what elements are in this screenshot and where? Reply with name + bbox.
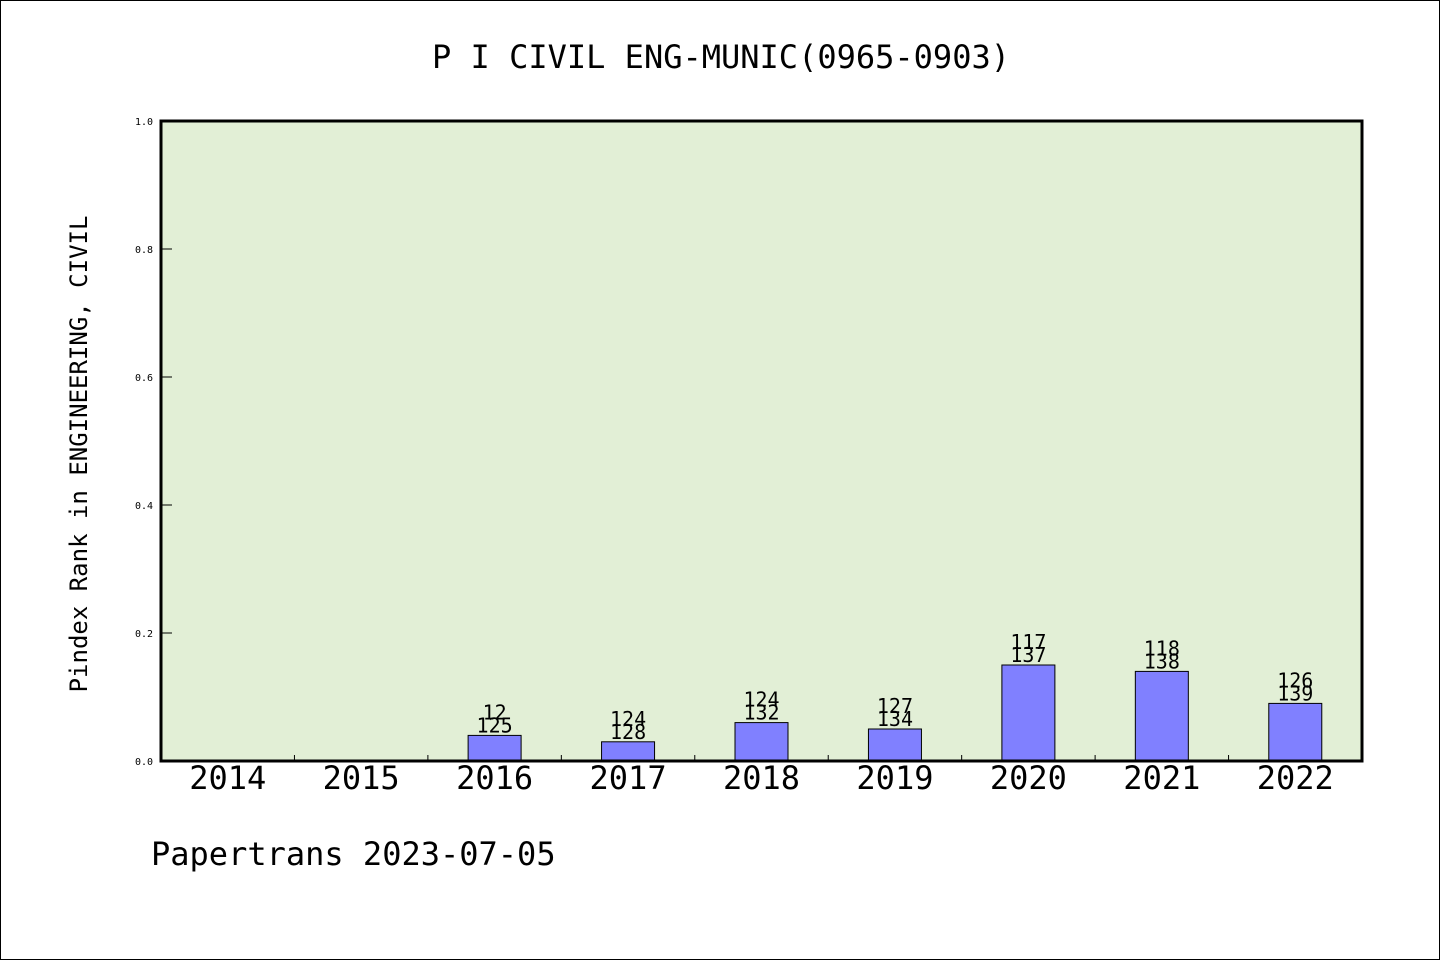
bar-2021 — [1134, 670, 1189, 762]
bar-label-top: 12 — [483, 700, 507, 724]
y-tick-label: 0.4 — [135, 501, 153, 512]
bar-label-bottom: 137 — [1010, 643, 1046, 667]
x-tick-label: 2020 — [990, 759, 1067, 797]
y-tick-label: 0.0 — [135, 757, 153, 768]
bar-label-bottom: 134 — [877, 707, 913, 731]
bar-label-top: 124 — [610, 707, 646, 731]
x-tick-label: 2021 — [1123, 759, 1200, 797]
bar-2019 — [867, 728, 922, 762]
bar-label-bottom: 128 — [610, 720, 646, 744]
chart-title: P I CIVIL ENG-MUNIC(0965-0903) — [432, 38, 1010, 76]
x-axis-ticks: 2014 2015 2016 2017 2018 2019 2020 2021 2022 — [189, 755, 1334, 797]
bar-label-top: 127 — [877, 694, 913, 718]
bar-2022 — [1268, 702, 1323, 762]
bar-label-top: 126 — [1277, 668, 1313, 692]
bar-label-top: 117 — [1010, 630, 1046, 654]
x-tick-label: 2014 — [189, 759, 266, 797]
bar-label-top: 124 — [743, 688, 779, 712]
x-tick-label: 2019 — [856, 759, 933, 797]
y-tick-label: 0.8 — [135, 245, 153, 256]
x-tick-label: 2018 — [723, 759, 800, 797]
bar-2018 — [734, 722, 789, 762]
x-tick-label: 2015 — [323, 759, 400, 797]
x-tick-label: 2017 — [590, 759, 667, 797]
bar-2016 — [467, 734, 522, 762]
bar-label-bottom: 139 — [1277, 681, 1313, 705]
bar-label-bottom: 125 — [477, 713, 513, 737]
bar-label-top: 118 — [1144, 636, 1180, 660]
plot-border — [159, 119, 1364, 763]
bar-label-bottom: 132 — [743, 701, 779, 725]
x-tick-label: 2022 — [1257, 759, 1334, 797]
x-tick-label: 2016 — [456, 759, 533, 797]
bar-label-bottom: 138 — [1144, 649, 1180, 673]
plot-area — [161, 121, 1362, 761]
footer-text: Papertrans 2023-07-05 — [151, 835, 556, 873]
y-tick-label: 0.2 — [135, 629, 153, 640]
y-axis-label: Pindex Rank in ENGINEERING, CIVIL — [65, 216, 93, 693]
bar-2020 — [1001, 664, 1056, 762]
y-tick-label: 0.6 — [135, 373, 153, 384]
y-tick-label: 1.0 — [135, 117, 153, 128]
